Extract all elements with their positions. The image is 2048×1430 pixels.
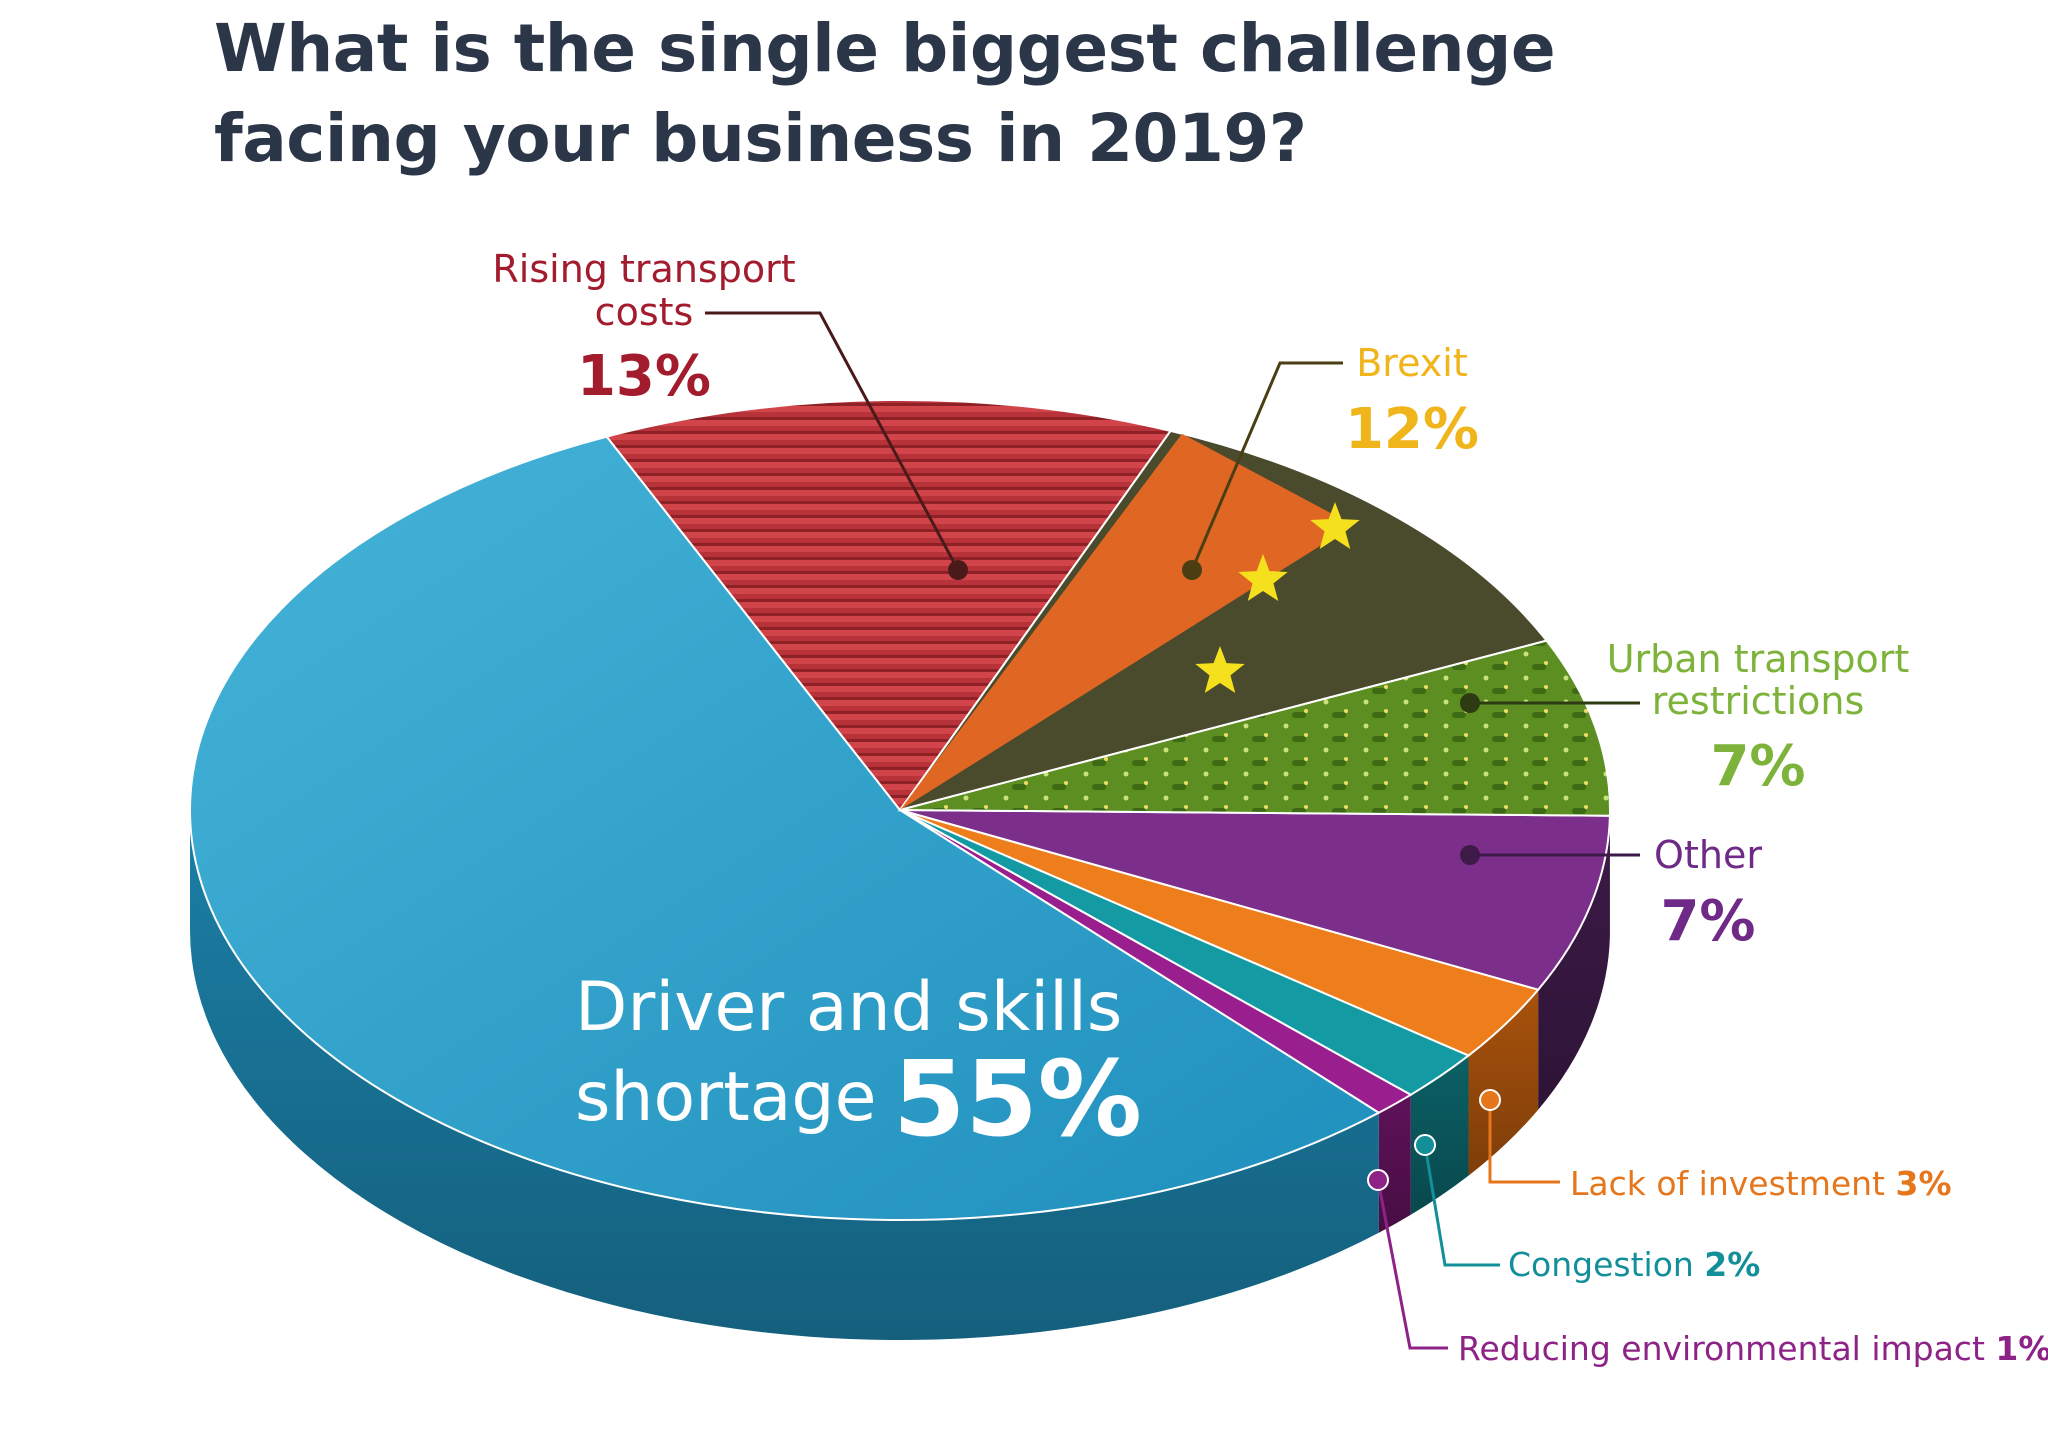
slice-decorations — [900, 433, 1360, 810]
value-lack: 3% — [1896, 1164, 1952, 1203]
value-reducing: 1% — [1995, 1329, 2048, 1368]
label-driver-line2: shortage — [575, 1058, 876, 1137]
leader-brexit — [1190, 361, 1343, 571]
value-driver: 55% — [893, 1038, 1142, 1160]
value-congestion: 2% — [1704, 1245, 1760, 1284]
leader-dot-congestion — [1414, 1134, 1436, 1156]
label-lack: Lack of investment 3% — [1570, 1164, 1952, 1203]
slice-driver-and-skills-shortage — [189, 435, 1381, 1221]
slice-urban-transport-restrictions — [899, 639, 1611, 817]
eu-star-icon — [1310, 502, 1360, 550]
label-rising-line1: Rising transport — [492, 247, 795, 291]
slice-other — [899, 809, 1611, 991]
leader-dot-lack-of-investment — [1479, 1089, 1501, 1111]
side-shade-driver-and-skills-shortage — [189, 810, 1379, 1340]
slice-labels: Driver and skills shortage 55% Rising trans… — [492, 247, 2048, 1368]
leader-rising-transport-costs — [705, 311, 960, 571]
leader-dot-rising-transport-costs — [948, 560, 968, 580]
side-shade-reducing-environmental-impact — [1378, 1094, 1411, 1233]
eu-star-icon — [1195, 646, 1245, 694]
chart-title: What is the single biggest challenge fac… — [214, 4, 1556, 184]
title-line-1: What is the single biggest challenge — [214, 10, 1556, 87]
leader-dot-other — [1460, 845, 1480, 865]
label-reducing: Reducing environmental impact 1% — [1458, 1329, 2048, 1368]
leader-lack-of-investment — [1488, 1100, 1560, 1184]
eu-star-icon — [1238, 554, 1288, 602]
brexit-flag-overlay — [900, 433, 1354, 810]
label-urban-line2: restrictions — [1652, 679, 1865, 723]
value-other: 7% — [1660, 889, 1755, 954]
slice-brexit — [897, 429, 1549, 812]
label-driver-line1: Driver and skills — [575, 968, 1122, 1047]
label-rising-line2: costs — [595, 290, 694, 334]
leader-dot-urban-transport-restrictions — [1460, 693, 1480, 713]
leader-dot-brexit — [1182, 560, 1202, 580]
side-shade-other — [1538, 815, 1610, 1110]
pie-sides — [189, 810, 1610, 1340]
label-congestion: Congestion 2% — [1508, 1245, 1760, 1284]
value-brexit: 12% — [1345, 397, 1479, 462]
leader-dot-reducing-environmental-impact — [1367, 1169, 1389, 1191]
label-brexit: Brexit — [1356, 341, 1468, 385]
side-shade-congestion — [1410, 1055, 1469, 1215]
value-rising: 13% — [577, 344, 711, 409]
leader-congestion — [1423, 1144, 1500, 1267]
leader-reducing-environmental-impact — [1376, 1179, 1448, 1350]
title-line-2: facing your business in 2019? — [214, 100, 1307, 177]
label-other: Other — [1654, 833, 1762, 877]
pie-slices — [189, 399, 1611, 1221]
slice-rising-transport-costs — [604, 399, 1173, 812]
side-shade-lack-of-investment — [1468, 989, 1539, 1176]
leader-lines — [705, 311, 1640, 1350]
value-urban: 7% — [1710, 734, 1805, 799]
label-urban-line1: Urban transport — [1607, 637, 1910, 681]
